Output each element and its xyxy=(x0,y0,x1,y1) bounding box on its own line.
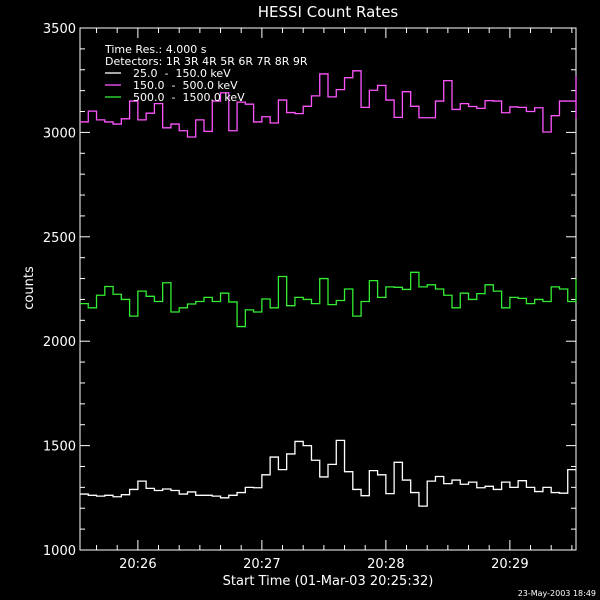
plot-area: 1000 1500 2000 2500 3000 3500 20:26 20:27 20:28 2… xyxy=(43,22,577,572)
y-tick-label: 3000 xyxy=(43,126,76,141)
chart-title: HESSI Count Rates xyxy=(258,3,399,21)
y-tick-label: 2500 xyxy=(43,231,76,246)
y-axis-label: counts xyxy=(22,266,37,310)
series-line-1 xyxy=(80,439,576,507)
y-tick-label: 2000 xyxy=(43,335,76,350)
detectors-label: Detectors: 1R 3R 4R 5R 6R 7R 8R 9R xyxy=(105,55,308,68)
y-tick-label: 1500 xyxy=(43,440,76,455)
legend-entry-3: 500.0 - 1500.0 keV xyxy=(133,91,245,104)
time-resolution-label: Time Res.: 4.000 s xyxy=(104,43,207,56)
x-tick-label: 20:26 xyxy=(119,557,156,572)
y-tick-label: 1000 xyxy=(43,544,76,559)
x-tick-label: 20:29 xyxy=(491,557,528,572)
x-axis-label: Start Time (01-Mar-03 20:25:32) xyxy=(223,574,434,589)
series-line-2 xyxy=(80,70,577,138)
y-tick-label: 3500 xyxy=(43,22,76,37)
legend-entry-2: 150.0 - 500.0 keV xyxy=(133,79,238,92)
x-tick-label: 20:28 xyxy=(367,557,404,572)
x-tick-label: 20:27 xyxy=(243,557,280,572)
legend-entry-1: 25.0 - 150.0 keV xyxy=(133,67,231,80)
footer-date-stamp: 23-May-2003 18:49 xyxy=(518,589,596,598)
series-line-3 xyxy=(80,271,577,328)
